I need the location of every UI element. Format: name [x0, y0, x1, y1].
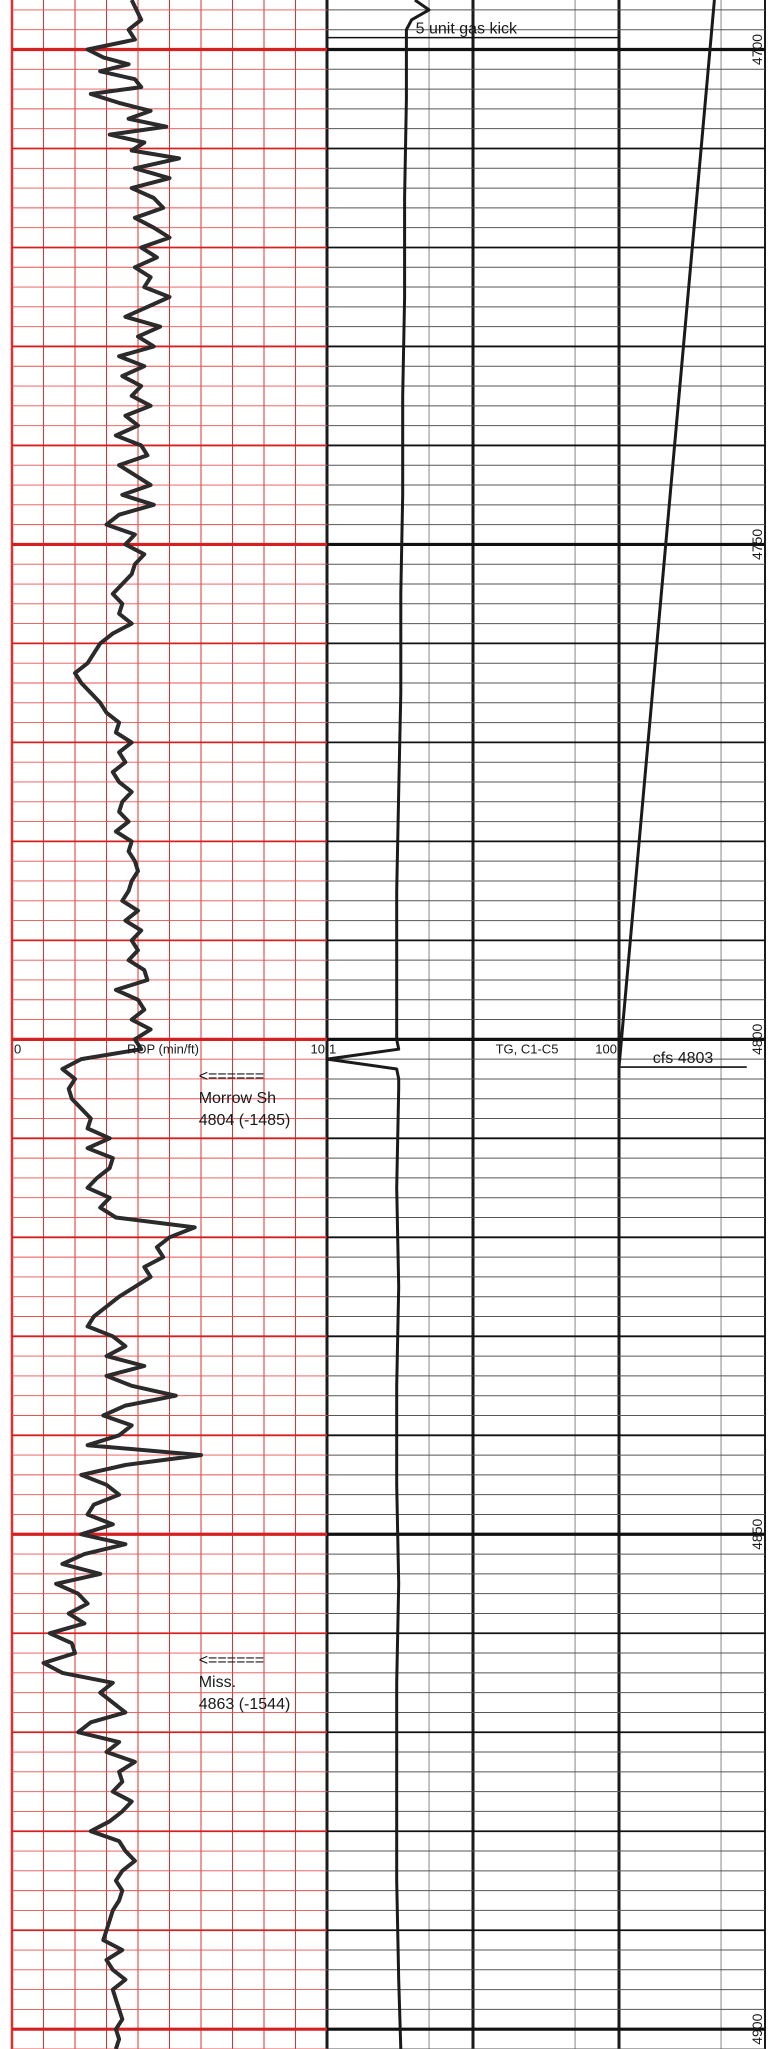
annotation-label: <====== [199, 1068, 264, 1085]
track-scale-left: 1 [329, 1041, 336, 1056]
depth-tick-label: 4850 [749, 1519, 765, 1550]
tg-curve [325, 0, 431, 2049]
depth-tick-label: 4750 [749, 529, 765, 560]
rop-curve [41, 0, 203, 2049]
chart-labels: 0 ROP (min/ft) 10 1 TG, C1-C5 100 4700 4750 4800… [14, 21, 765, 2045]
annotation-label: cfs 4803 [653, 1050, 714, 1067]
annotation-label: Miss. [199, 1674, 236, 1691]
annotation-label: 4804 (-1485) [199, 1112, 291, 1129]
track-scale-name: TG, C1-C5 [496, 1041, 559, 1056]
annotation-label: Morrow Sh [199, 1090, 276, 1107]
chromatograph-baseline [617, 0, 716, 1068]
chart-grid [10, 0, 766, 2049]
track-scale-name: ROP (min/ft) [127, 1041, 199, 1056]
track-scale-right: 10 [311, 1041, 325, 1056]
track-scale-right: 100 [595, 1041, 617, 1056]
depth-tick-label: 4700 [749, 34, 765, 65]
depth-tick-label: 4900 [749, 2013, 765, 2044]
track-scale-left: 0 [14, 1041, 21, 1056]
depth-tick-label: 4800 [749, 1024, 765, 1055]
annotation-label: 4863 (-1544) [199, 1696, 291, 1713]
annotation-label: <====== [199, 1652, 264, 1669]
chart-curves [41, 0, 716, 2049]
annotation-label: 5 unit gas kick [416, 21, 518, 38]
